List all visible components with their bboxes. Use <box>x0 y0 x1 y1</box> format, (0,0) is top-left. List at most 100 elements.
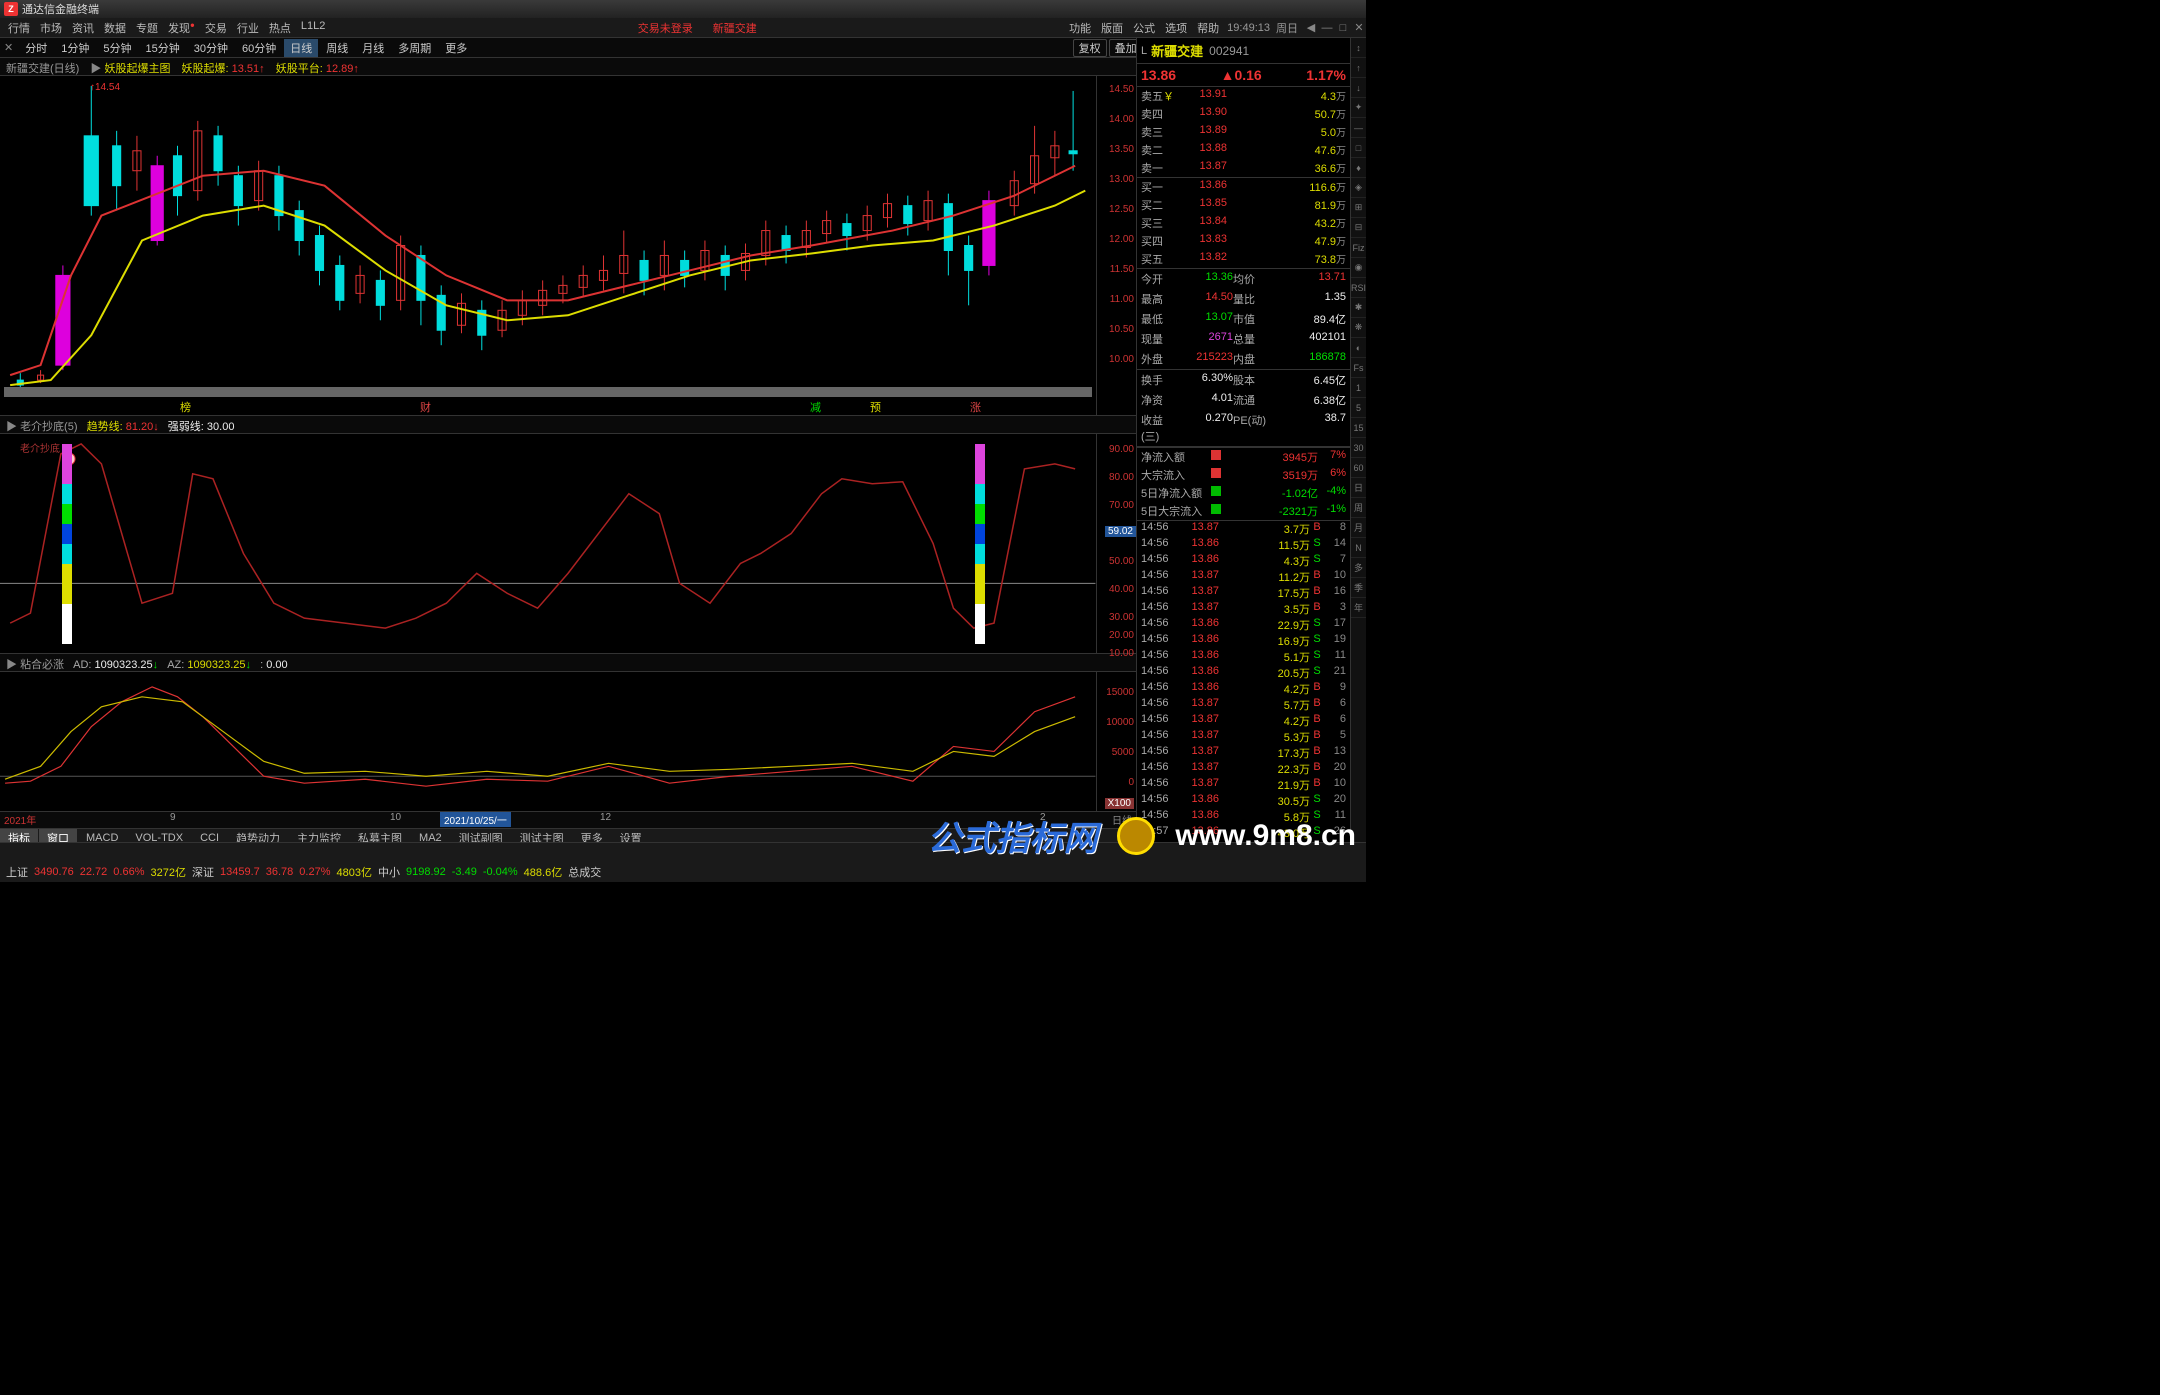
quote-name[interactable]: 新疆交建 <box>1151 41 1203 60</box>
marker-涨: 涨 <box>970 399 981 415</box>
close-icon[interactable]: ✕ <box>1352 21 1366 35</box>
rtool-5[interactable]: 5 <box>1351 398 1366 418</box>
quote-price-row: 13.86 ▲0.16 1.17% <box>1137 64 1350 87</box>
menu-行情[interactable]: 行情 <box>8 20 30 36</box>
rtool-N[interactable]: N <box>1351 538 1366 558</box>
rtool-Fiz[interactable]: Fiz <box>1351 238 1366 258</box>
rtool-年[interactable]: 年 <box>1351 598 1366 618</box>
period-更多[interactable]: 更多 <box>439 39 473 57</box>
statusbar2 <box>0 842 1366 862</box>
rtool-◈[interactable]: ◈ <box>1351 178 1366 198</box>
marker-榜: 榜 <box>180 399 191 415</box>
year-label: 2021年 <box>4 812 36 827</box>
rtool-1[interactable]: 1 <box>1351 378 1366 398</box>
menu-专题[interactable]: 专题 <box>136 20 158 36</box>
order-卖二[interactable]: 卖二13.8847.6 <box>1137 141 1350 159</box>
tick-row: 14:5613.8721.9万B10 <box>1137 777 1350 793</box>
order-买五[interactable]: 买五13.8273.8 <box>1137 250 1350 269</box>
rtool-Fs[interactable]: Fs <box>1351 358 1366 378</box>
clock-time: 19:49:13 <box>1227 22 1270 34</box>
menu-数据[interactable]: 数据 <box>104 20 126 36</box>
rtool-◐[interactable]: ◐ <box>1351 338 1366 358</box>
rtool-♦[interactable]: ♦ <box>1351 158 1366 178</box>
rtool-30[interactable]: 30 <box>1351 438 1366 458</box>
back-icon[interactable]: ◀ <box>1304 21 1318 35</box>
quote-panel: L 新疆交建 002941 13.86 ▲0.16 1.17% 卖五￥13.91… <box>1136 38 1350 842</box>
period-5分钟[interactable]: 5分钟 <box>97 39 137 57</box>
order-买三[interactable]: 买三13.8443.2 <box>1137 214 1350 232</box>
menu-公式[interactable]: 公式 <box>1133 20 1155 36</box>
tick-row: 14:5613.8711.2万B10 <box>1137 569 1350 585</box>
order-卖四[interactable]: 卖四13.9050.7 <box>1137 105 1350 123</box>
chart3-indicator[interactable]: 150001000050000 X100 <box>0 672 1136 812</box>
period-周线[interactable]: 周线 <box>320 39 354 57</box>
order-买一[interactable]: 买一13.86116.6 <box>1137 178 1350 196</box>
quote-pct: 1.17% <box>1306 67 1346 83</box>
menu-市场[interactable]: 市场 <box>40 20 62 36</box>
period-1分钟[interactable]: 1分钟 <box>55 39 95 57</box>
rtool-↓[interactable]: ↓ <box>1351 78 1366 98</box>
menu-版面[interactable]: 版面 <box>1101 20 1123 36</box>
main-chart-area: 新疆交建(日线) ▶ 妖股起爆主图 妖股起爆: 13.51↑ 妖股平台: 12.… <box>0 58 1136 842</box>
rtool-✦[interactable]: ✦ <box>1351 98 1366 118</box>
maximize-icon[interactable]: □ <box>1336 21 1350 35</box>
menu-发现[interactable]: 发现● <box>168 20 195 36</box>
menu-L1L2[interactable]: L1L2 <box>301 20 325 36</box>
chart1-header: 新疆交建(日线) ▶ 妖股起爆主图 妖股起爆: 13.51↑ 妖股平台: 12.… <box>0 58 1136 76</box>
tick-row: 14:5613.8620.5万S21 <box>1137 665 1350 681</box>
tick-row: 14:5613.8630.5万S20 <box>1137 793 1350 809</box>
period-分时[interactable]: 分时 <box>19 39 53 57</box>
period-多周期[interactable]: 多周期 <box>392 39 437 57</box>
menu-交易[interactable]: 交易 <box>205 20 227 36</box>
chart1-kline[interactable]: 14.5014.0013.5013.0012.5012.0011.5011.00… <box>0 76 1136 416</box>
rtool-↑[interactable]: ↑ <box>1351 58 1366 78</box>
menu-帮助[interactable]: 帮助 <box>1197 20 1219 36</box>
minimize-icon[interactable]: — <box>1320 21 1334 35</box>
rtool-60[interactable]: 60 <box>1351 458 1366 478</box>
menu-功能[interactable]: 功能 <box>1069 20 1091 36</box>
statusbar: 上证3490.7622.720.66%3272亿深证13459.736.780.… <box>0 862 1366 882</box>
rtool-⊞[interactable]: ⊞ <box>1351 198 1366 218</box>
rtool-□[interactable]: □ <box>1351 138 1366 158</box>
rtool-↕[interactable]: ↕ <box>1351 38 1366 58</box>
chart3-xlabel: X100 <box>1105 798 1134 809</box>
right-toolbar: ↕↑↓✦—□♦◈⊞⊟Fiz◉RSI✱❋◐Fs15153060日周月N多季年 <box>1350 38 1366 842</box>
period-日线[interactable]: 日线 <box>284 39 318 57</box>
rtool-—[interactable]: — <box>1351 118 1366 138</box>
marker-减: 减 <box>810 399 821 415</box>
menu-选项[interactable]: 选项 <box>1165 20 1187 36</box>
tick-row: 14:5713.8643.0万S26 <box>1137 825 1350 841</box>
menu-资讯[interactable]: 资讯 <box>72 20 94 36</box>
tick-row: 14:5613.875.7万B6 <box>1137 697 1350 713</box>
menu-行业[interactable]: 行业 <box>237 20 259 36</box>
rtool-RSI[interactable]: RSI <box>1351 278 1366 298</box>
period-月线[interactable]: 月线 <box>356 39 390 57</box>
rtool-月[interactable]: 月 <box>1351 518 1366 538</box>
current-date: 2021/10/25/一 <box>440 812 511 827</box>
rtool-季[interactable]: 季 <box>1351 578 1366 598</box>
rtool-多[interactable]: 多 <box>1351 558 1366 578</box>
rtool-◉[interactable]: ◉ <box>1351 258 1366 278</box>
order-卖五[interactable]: 卖五￥13.914.3 <box>1137 87 1350 105</box>
marker-财: 财 <box>420 399 431 415</box>
period-60分钟[interactable]: 60分钟 <box>236 39 282 57</box>
chart2-indicator[interactable]: 90.0080.0070.0060.0050.0040.0030.0020.00… <box>0 434 1136 654</box>
period-30分钟[interactable]: 30分钟 <box>188 39 234 57</box>
order-买四[interactable]: 买四13.8347.9 <box>1137 232 1350 250</box>
tick-row: 14:5613.864.2万B9 <box>1137 681 1350 697</box>
period-15分钟[interactable]: 15分钟 <box>139 39 185 57</box>
menu-热点[interactable]: 热点 <box>269 20 291 36</box>
order-卖三[interactable]: 卖三13.895.0 <box>1137 123 1350 141</box>
scrollbar[interactable] <box>4 387 1092 397</box>
close-chart-icon[interactable]: ✕ <box>4 41 13 54</box>
rtool-15[interactable]: 15 <box>1351 418 1366 438</box>
ind2-val: 13.51 <box>232 63 260 75</box>
toolbtn-复权[interactable]: 复权 <box>1073 39 1107 57</box>
rtool-周[interactable]: 周 <box>1351 498 1366 518</box>
rtool-日[interactable]: 日 <box>1351 478 1366 498</box>
order-卖一[interactable]: 卖一13.8736.6 <box>1137 159 1350 178</box>
rtool-❋[interactable]: ❋ <box>1351 318 1366 338</box>
rtool-✱[interactable]: ✱ <box>1351 298 1366 318</box>
order-买二[interactable]: 买二13.8581.9 <box>1137 196 1350 214</box>
rtool-⊟[interactable]: ⊟ <box>1351 218 1366 238</box>
